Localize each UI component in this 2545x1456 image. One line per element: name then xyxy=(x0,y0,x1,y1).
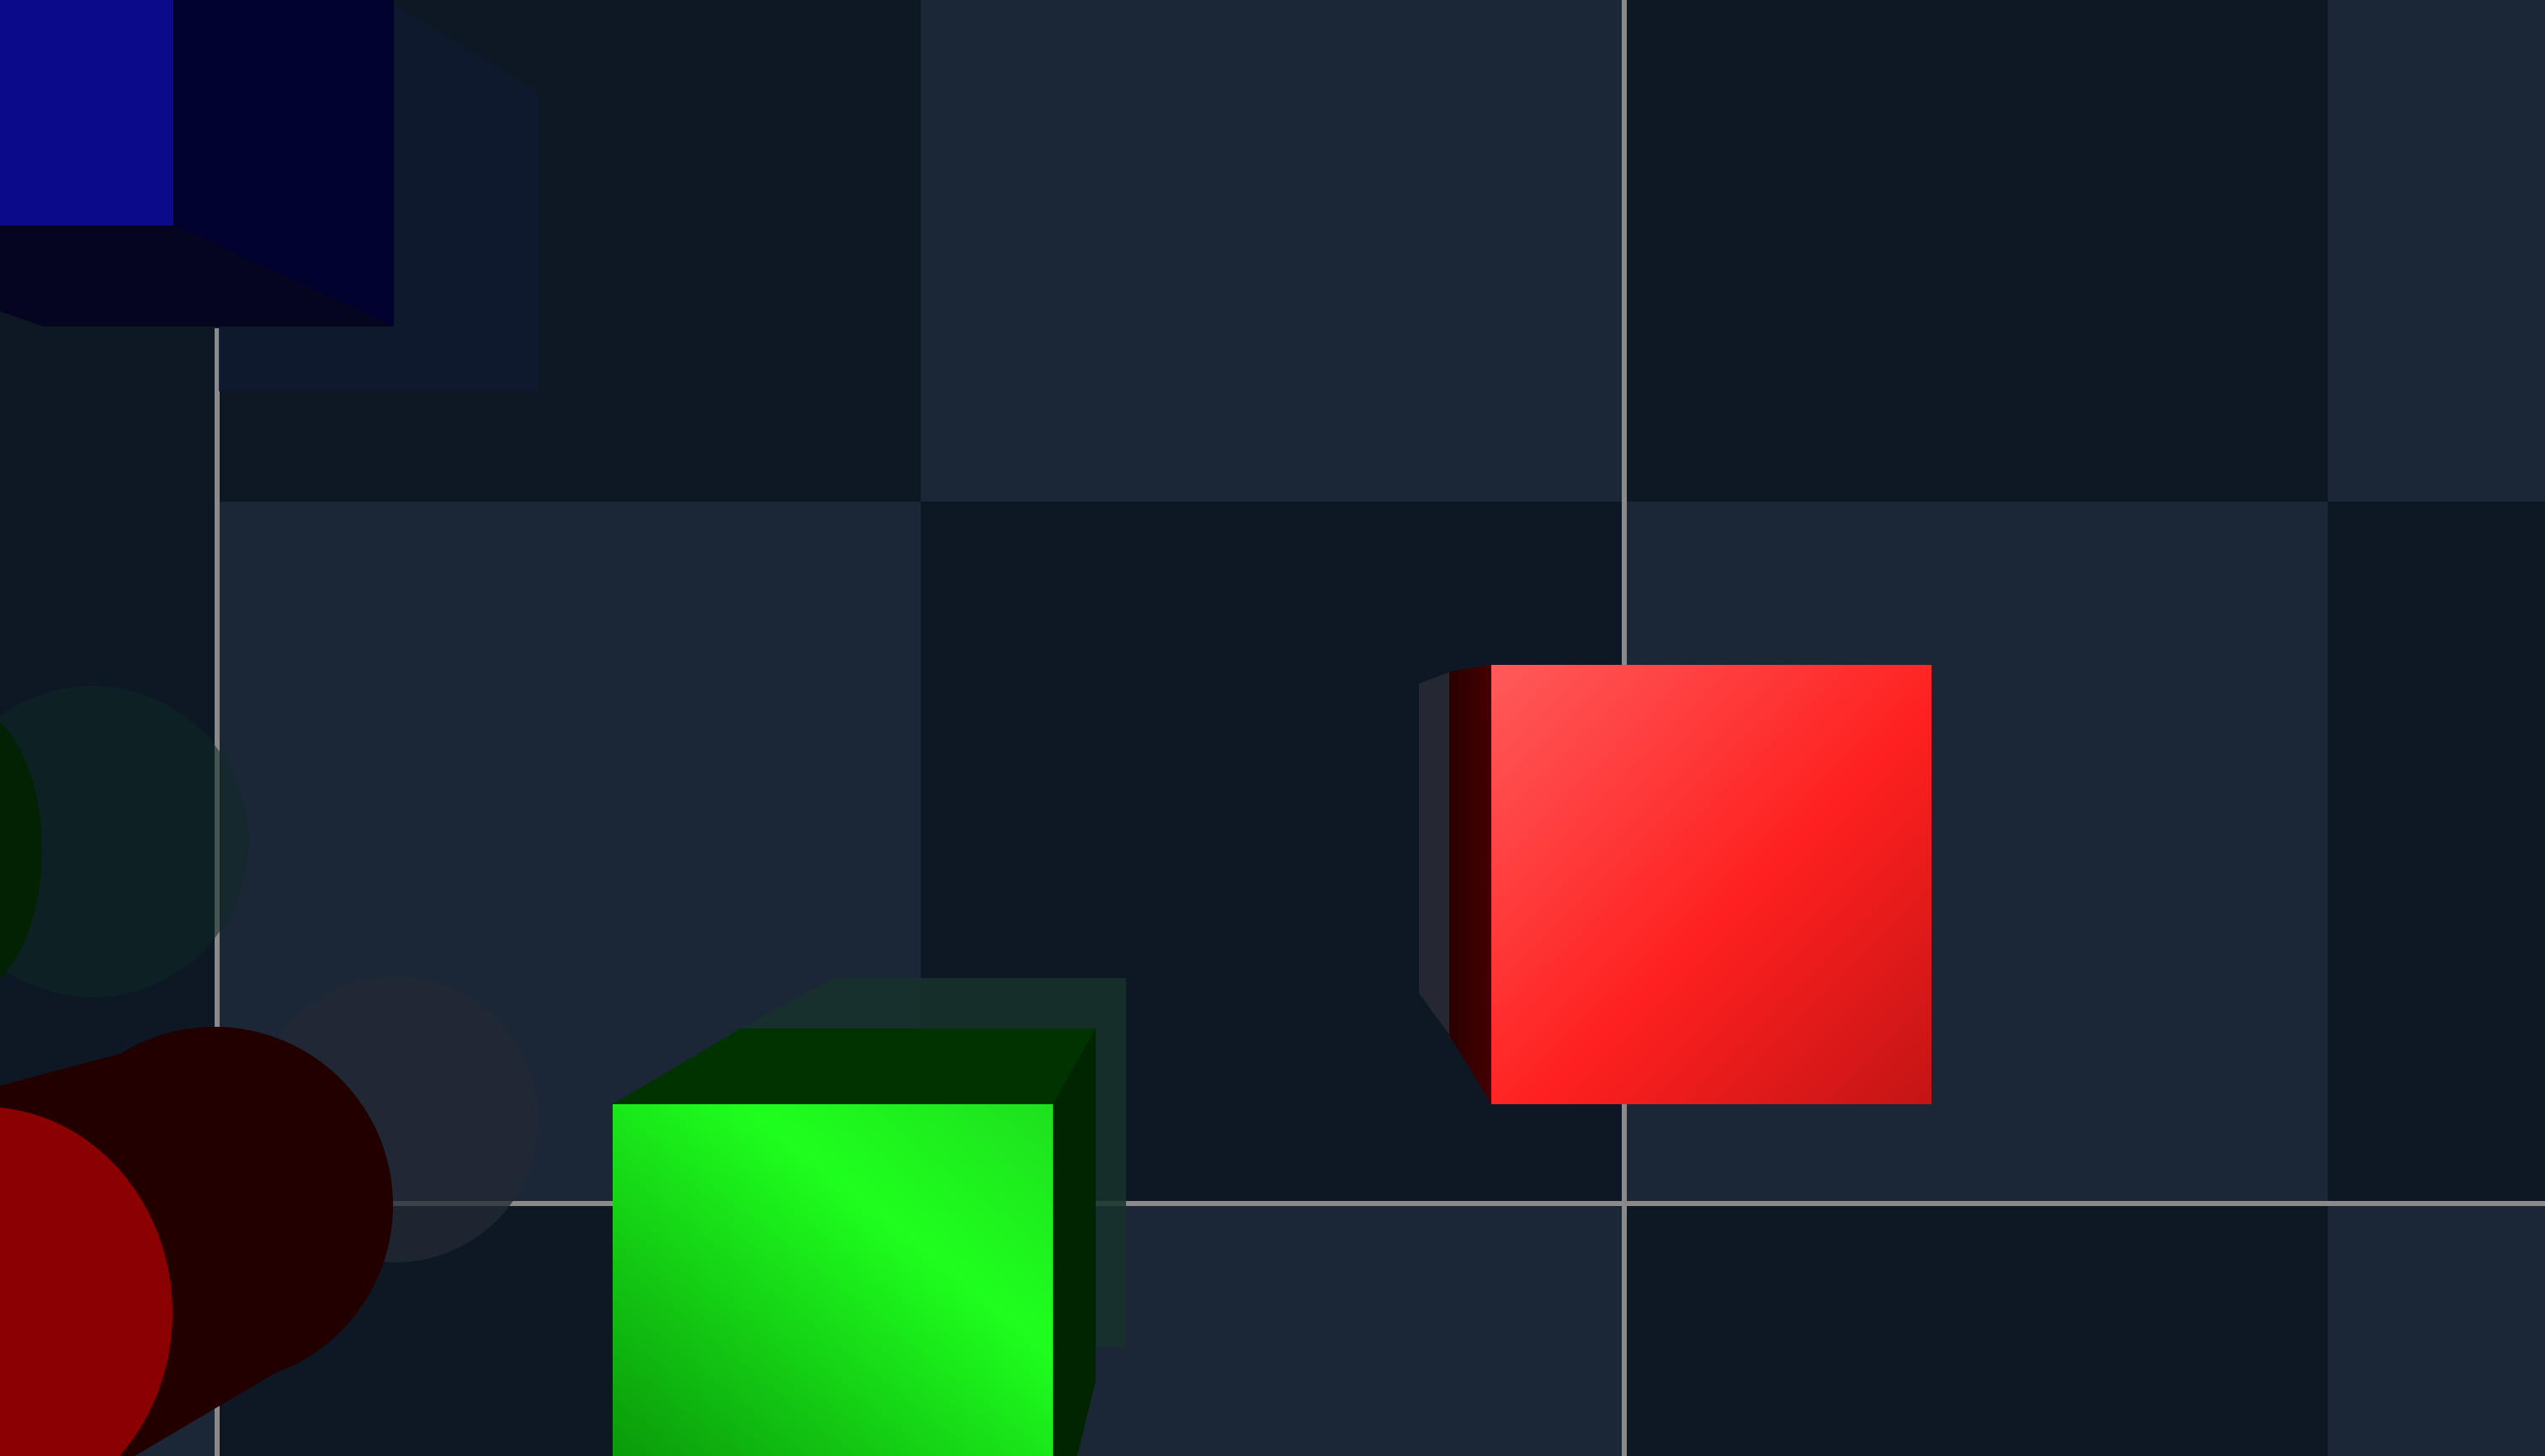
blue-cube-side xyxy=(173,0,394,327)
floor-tile xyxy=(2328,1204,2545,1456)
green-cylinder-shadow xyxy=(0,686,248,997)
green-cube-top xyxy=(613,1028,1096,1104)
red-cube[interactable] xyxy=(1419,665,1931,1104)
red-cylinder-front-cap xyxy=(0,1108,173,1456)
red-cube-shadow xyxy=(1419,672,1451,1037)
red-cube-side xyxy=(1449,665,1491,1104)
red-cylinder[interactable] xyxy=(0,976,539,1456)
blue-cube-face xyxy=(0,0,173,226)
green-cube-face xyxy=(613,1104,1053,1456)
blue-cube-bottom xyxy=(0,226,394,327)
red-cube-face xyxy=(1491,665,1931,1104)
green-cube-shadow xyxy=(741,978,1126,1347)
floor-tile xyxy=(2328,0,2545,502)
green-cube-side xyxy=(1053,1028,1096,1456)
green-cylinder-face xyxy=(0,721,42,979)
blue-cube[interactable] xyxy=(0,0,539,391)
floor-tile xyxy=(921,0,1624,502)
green-cylinder[interactable] xyxy=(0,686,248,997)
green-cube[interactable] xyxy=(613,978,1126,1456)
